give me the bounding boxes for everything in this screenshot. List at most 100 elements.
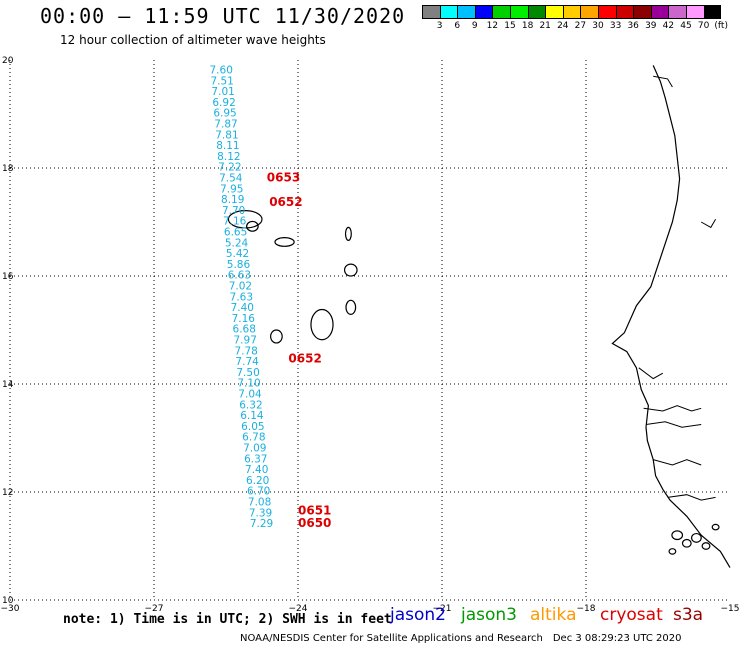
swh-value: 6.92 (212, 97, 235, 109)
swh-value: 7.08 (248, 497, 271, 509)
lon-tick-label: −30 (1, 604, 20, 614)
island (711, 523, 720, 531)
swh-value: 7.60 (210, 65, 233, 77)
swh-value: 7.16 (223, 216, 247, 228)
lat-tick-label: 18 (2, 164, 14, 174)
color-scale-label: (ft) (714, 21, 728, 31)
pass-time-label: 0652 (288, 351, 321, 365)
color-scale-label: 45 (680, 21, 692, 31)
swh-value: 6.14 (240, 410, 264, 422)
swh-value: 7.01 (211, 86, 234, 98)
island (227, 210, 263, 229)
legend-jason2: jason2 (390, 605, 446, 625)
footer: NOAA/NESDIS Center for Satellite Applica… (240, 633, 681, 644)
swh-value: 7.70 (222, 205, 245, 217)
color-swatch (492, 5, 510, 19)
color-swatch (580, 5, 598, 19)
island (310, 308, 334, 341)
swh-value: 6.32 (239, 399, 262, 411)
color-scale-label: 39 (645, 21, 657, 31)
swh-value: 7.39 (249, 507, 272, 519)
swh-value: 7.95 (220, 183, 243, 195)
color-swatch (633, 5, 651, 19)
color-scale-label: 9 (471, 21, 478, 31)
pass-time-label: 0651 (298, 504, 331, 518)
swh-value: 5.86 (227, 259, 251, 271)
swh-value: 7.40 (231, 302, 254, 314)
swh-value: 6.63 (228, 270, 251, 282)
swh-value: 7.50 (236, 367, 259, 379)
map-title: 00:00 – 11:59 UTC 11/30/2020 (40, 4, 406, 28)
color-swatch (703, 5, 722, 19)
lon-tick-label: −24 (289, 604, 308, 614)
color-scale-label: 24 (557, 21, 569, 31)
color-scale-label: 18 (521, 21, 534, 31)
swh-value: 7.74 (235, 356, 259, 368)
footer-timestamp: Dec 3 08:29:23 UTC 2020 (552, 633, 682, 644)
swh-value: 7.81 (215, 129, 238, 141)
lat-tick-label: 10 (2, 596, 14, 606)
lon-tick-label: −18 (577, 604, 596, 614)
coast-detail (643, 405, 702, 412)
swh-value: 7.97 (234, 335, 257, 347)
swh-value: 7.02 (229, 281, 252, 293)
legend-cryosat: cryosat (600, 605, 663, 625)
lat-tick-label: 14 (2, 380, 14, 390)
color-scale-label: 36 (627, 21, 639, 31)
color-scale-label: 12 (486, 21, 499, 31)
lon-tick-label: −27 (145, 604, 164, 614)
coast-detail (700, 219, 717, 229)
color-swatch (685, 5, 704, 19)
color-scale-label: 6 (454, 21, 461, 31)
swh-value: 8.19 (221, 194, 244, 206)
swh-value: 7.16 (232, 313, 256, 325)
swh-value: 6.68 (233, 324, 256, 336)
swh-value: 6.65 (224, 227, 247, 239)
color-swatch (527, 5, 546, 19)
swh-value: 6.78 (242, 432, 265, 444)
color-swatch (562, 5, 581, 19)
swh-value: 6.70 (247, 486, 270, 498)
swh-value: 5.42 (226, 248, 249, 260)
island (345, 299, 357, 315)
swh-value: 8.11 (216, 140, 239, 152)
swh-value: 7.78 (234, 345, 257, 357)
color-swatch (509, 5, 528, 19)
legend-altika: altika (530, 605, 577, 625)
swh-value: 7.87 (214, 119, 237, 131)
island (274, 237, 295, 247)
lon-tick-label: −15 (721, 604, 740, 614)
color-scale-label: 70 (697, 21, 710, 31)
swh-value: 7.04 (238, 389, 262, 401)
coast-detail (645, 421, 702, 428)
swh-value: 7.40 (245, 464, 268, 476)
color-scale-label: 30 (592, 21, 604, 31)
color-scale-bar (422, 5, 722, 19)
island (681, 538, 692, 548)
pass-time-label: 0650 (298, 516, 331, 530)
note-text: note: 1) Time is in UTC; 2) SWH is in fe… (63, 612, 392, 627)
color-swatch (457, 5, 475, 19)
island (701, 542, 711, 550)
legend-jason3: jason3 (461, 605, 517, 625)
lat-tick-label: 16 (2, 272, 14, 282)
swh-value: 6.37 (244, 453, 267, 465)
swh-value: 7.29 (250, 518, 273, 530)
swh-value: 7.09 (243, 443, 266, 455)
color-swatch (545, 5, 563, 19)
swh-value: 7.63 (230, 291, 253, 303)
swh-value: 7.54 (219, 173, 243, 185)
island (668, 548, 677, 555)
swh-value: 6.05 (241, 421, 264, 433)
island (691, 532, 702, 543)
color-scale-label: 15 (504, 21, 516, 31)
color-swatch (422, 5, 440, 19)
island (671, 530, 684, 541)
island (344, 226, 352, 241)
coast-detail (653, 75, 673, 88)
legend-s3a: s3a (673, 605, 704, 625)
island (246, 220, 259, 232)
lat-tick-label: 20 (2, 56, 14, 66)
swh-value: 5.24 (225, 237, 249, 249)
